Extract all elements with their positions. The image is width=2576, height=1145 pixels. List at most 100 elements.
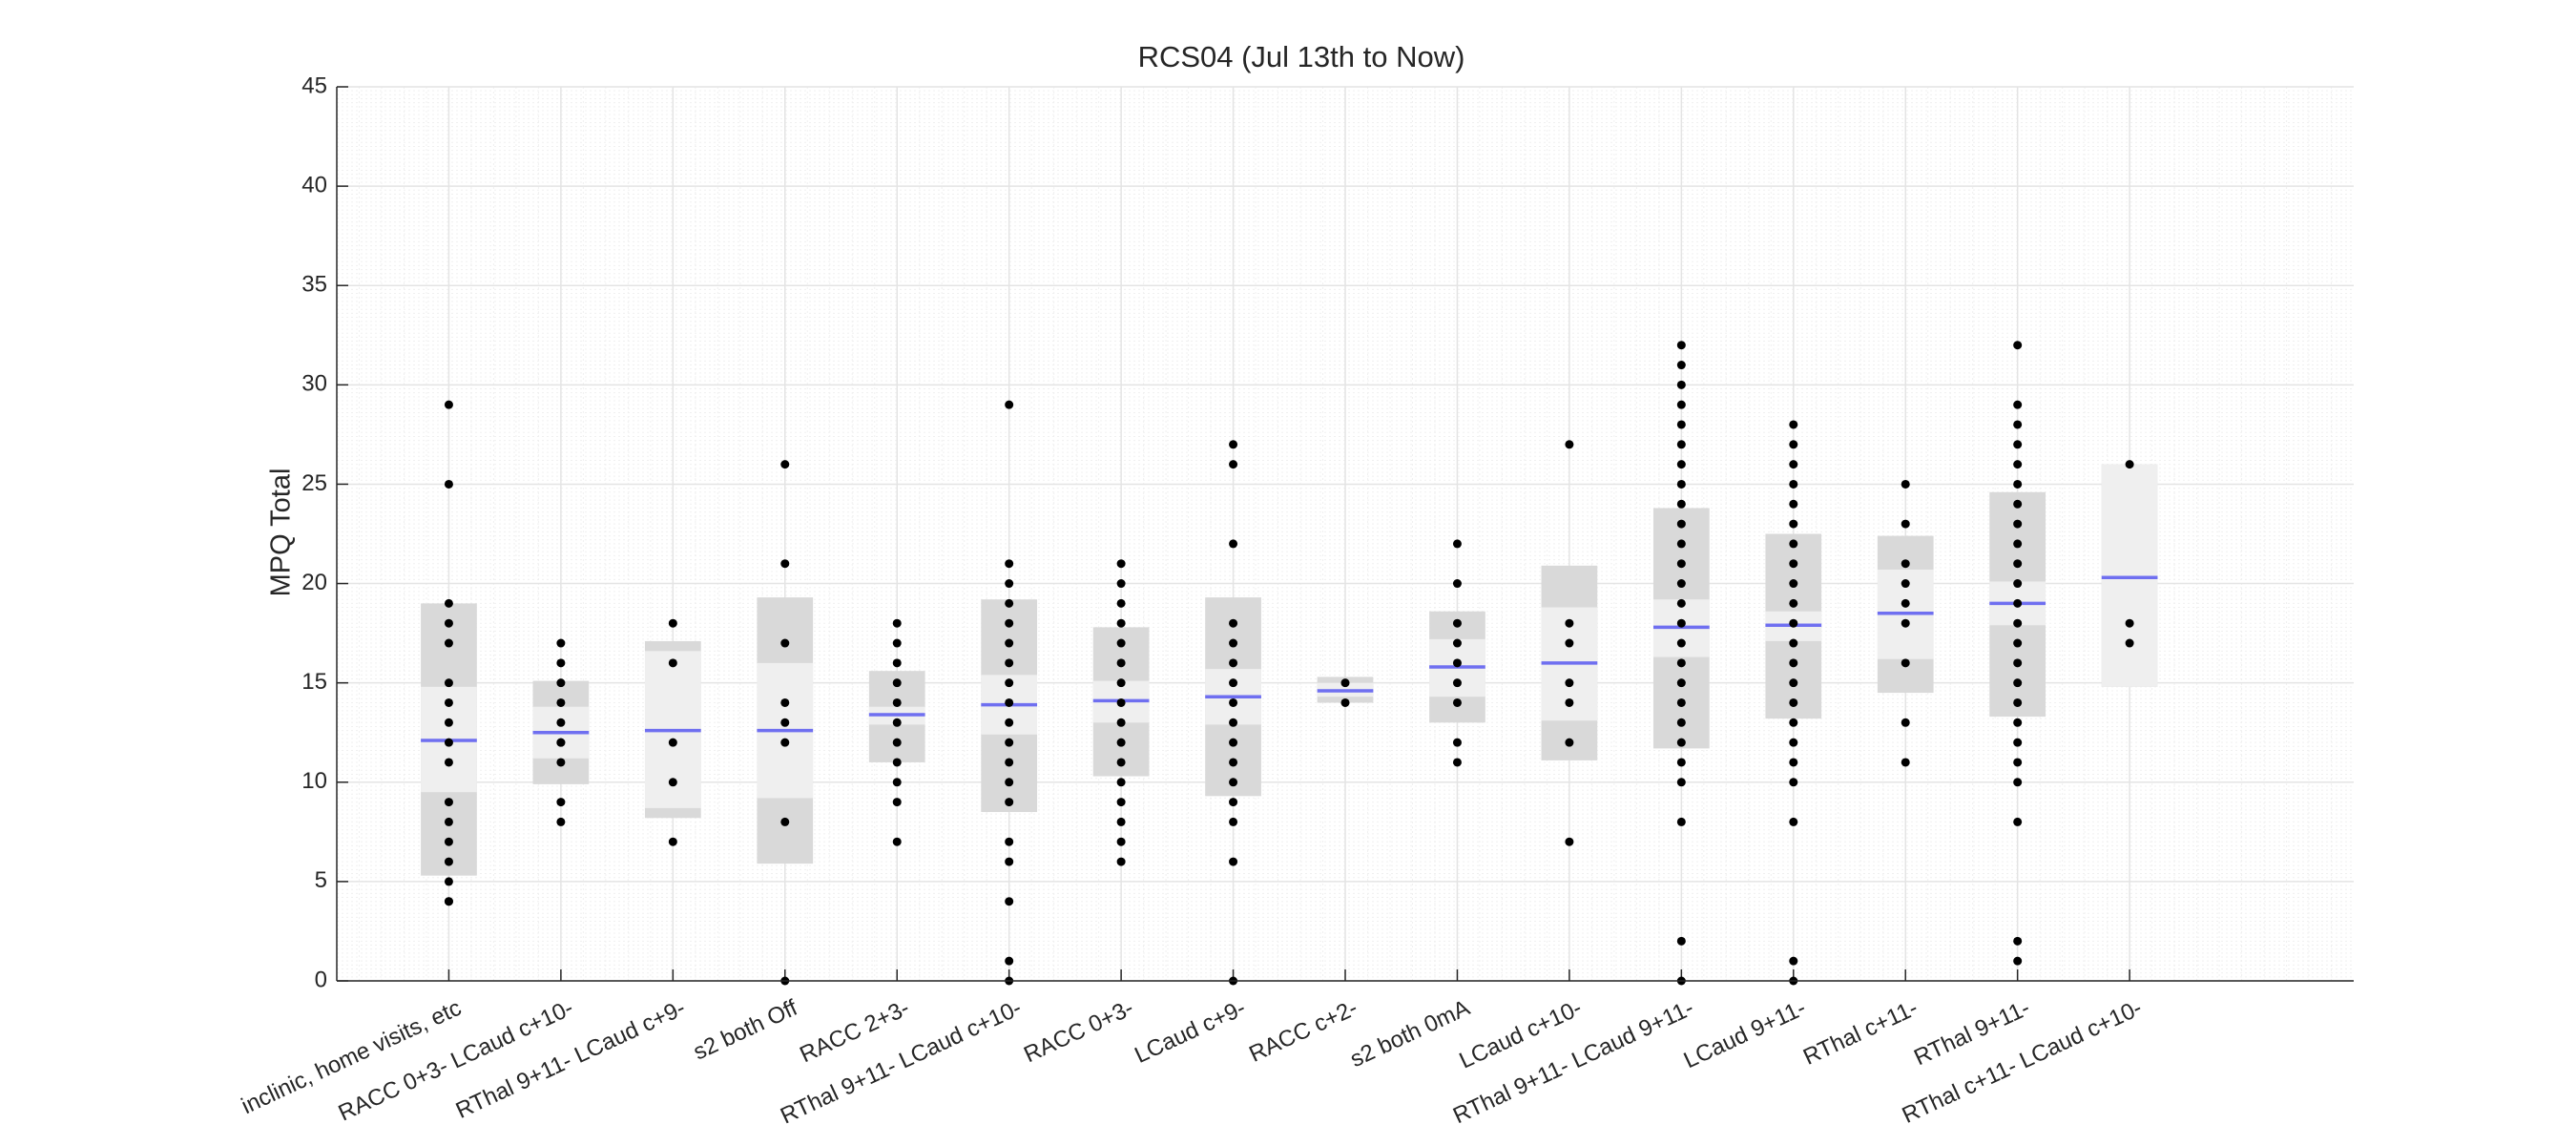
x-tick-label: RThal c+11- (1799, 995, 1922, 1071)
data-point (1340, 697, 1350, 707)
data-point (1901, 598, 1910, 608)
data-point (1901, 618, 1910, 628)
data-point (444, 479, 453, 489)
data-point (2013, 738, 2023, 747)
data-point (2013, 618, 2023, 628)
data-point (2013, 778, 2023, 787)
data-point (892, 738, 902, 747)
data-point (444, 758, 453, 767)
data-point (1676, 519, 1686, 529)
data-point (556, 697, 566, 707)
data-point (1229, 658, 1238, 668)
data-point (892, 758, 902, 767)
data-point (2013, 758, 2023, 767)
data-point (1789, 479, 1798, 489)
data-point (1676, 658, 1686, 668)
data-point (1901, 559, 1910, 569)
data-point (892, 837, 902, 846)
data-point (2013, 559, 2023, 569)
data-point (1789, 658, 1798, 668)
y-tick-label: 45 (301, 73, 327, 98)
data-point (1789, 519, 1798, 529)
data-point (1676, 678, 1686, 688)
data-point (1789, 539, 1798, 549)
data-point (1676, 539, 1686, 549)
data-point (444, 400, 453, 409)
data-point (1005, 738, 1014, 747)
data-point (444, 837, 453, 846)
data-point (556, 678, 566, 688)
y-tick-label: 25 (301, 470, 327, 496)
data-point (1676, 758, 1686, 767)
data-point (556, 718, 566, 727)
data-point (1789, 499, 1798, 509)
data-point (1789, 559, 1798, 569)
data-point (2013, 956, 2023, 966)
data-point (1005, 857, 1014, 866)
data-point (1005, 956, 1014, 966)
data-point (1116, 658, 1126, 668)
data-point (1116, 579, 1126, 589)
data-point (1789, 579, 1798, 589)
data-point (1229, 440, 1238, 449)
data-point (1229, 798, 1238, 807)
data-point (556, 758, 566, 767)
data-point (1901, 718, 1910, 727)
data-point (1452, 758, 1462, 767)
data-point (892, 718, 902, 727)
data-point (444, 598, 453, 608)
data-point (2013, 400, 2023, 409)
data-point (1676, 479, 1686, 489)
data-point (892, 798, 902, 807)
data-point (1676, 440, 1686, 449)
data-point (1676, 936, 1686, 946)
x-tick-label: RACC 0+3- (1020, 995, 1137, 1069)
data-point (1676, 598, 1686, 608)
data-point (2013, 420, 2023, 429)
data-point (1116, 798, 1126, 807)
data-point (1789, 697, 1798, 707)
data-point (668, 738, 677, 747)
data-point (2013, 479, 2023, 489)
data-point (444, 738, 453, 747)
data-point (1452, 618, 1462, 628)
data-point (1116, 718, 1126, 727)
data-point (1005, 697, 1014, 707)
data-point (1901, 658, 1910, 668)
data-point (1789, 778, 1798, 787)
data-point (1005, 798, 1014, 807)
data-point (668, 778, 677, 787)
data-point (668, 658, 677, 668)
y-tick-label: 0 (315, 967, 327, 992)
data-point (1452, 678, 1462, 688)
data-point (1676, 638, 1686, 648)
data-point (780, 697, 790, 707)
data-point (1229, 539, 1238, 549)
data-point (1229, 460, 1238, 469)
data-point (1676, 361, 1686, 370)
data-point (1676, 697, 1686, 707)
data-point (1005, 598, 1014, 608)
data-point (1005, 559, 1014, 569)
data-point (2013, 936, 2023, 946)
data-point (1789, 758, 1798, 767)
y-tick-label: 20 (301, 570, 327, 595)
data-point (780, 559, 790, 569)
data-point (1005, 400, 1014, 409)
chart-title: RCS04 (Jul 13th to Now) (1138, 40, 1465, 73)
data-point (1229, 678, 1238, 688)
data-point (2013, 460, 2023, 469)
data-point (1676, 420, 1686, 429)
data-point (1565, 618, 1574, 628)
data-point (892, 618, 902, 628)
data-point (556, 738, 566, 747)
data-point (1901, 758, 1910, 767)
data-point (444, 857, 453, 866)
data-point (2013, 678, 2023, 688)
data-point (1005, 678, 1014, 688)
data-point (2013, 579, 2023, 589)
data-point (1452, 738, 1462, 747)
y-tick-label: 40 (301, 172, 327, 198)
data-point (1901, 579, 1910, 589)
data-point (1116, 618, 1126, 628)
